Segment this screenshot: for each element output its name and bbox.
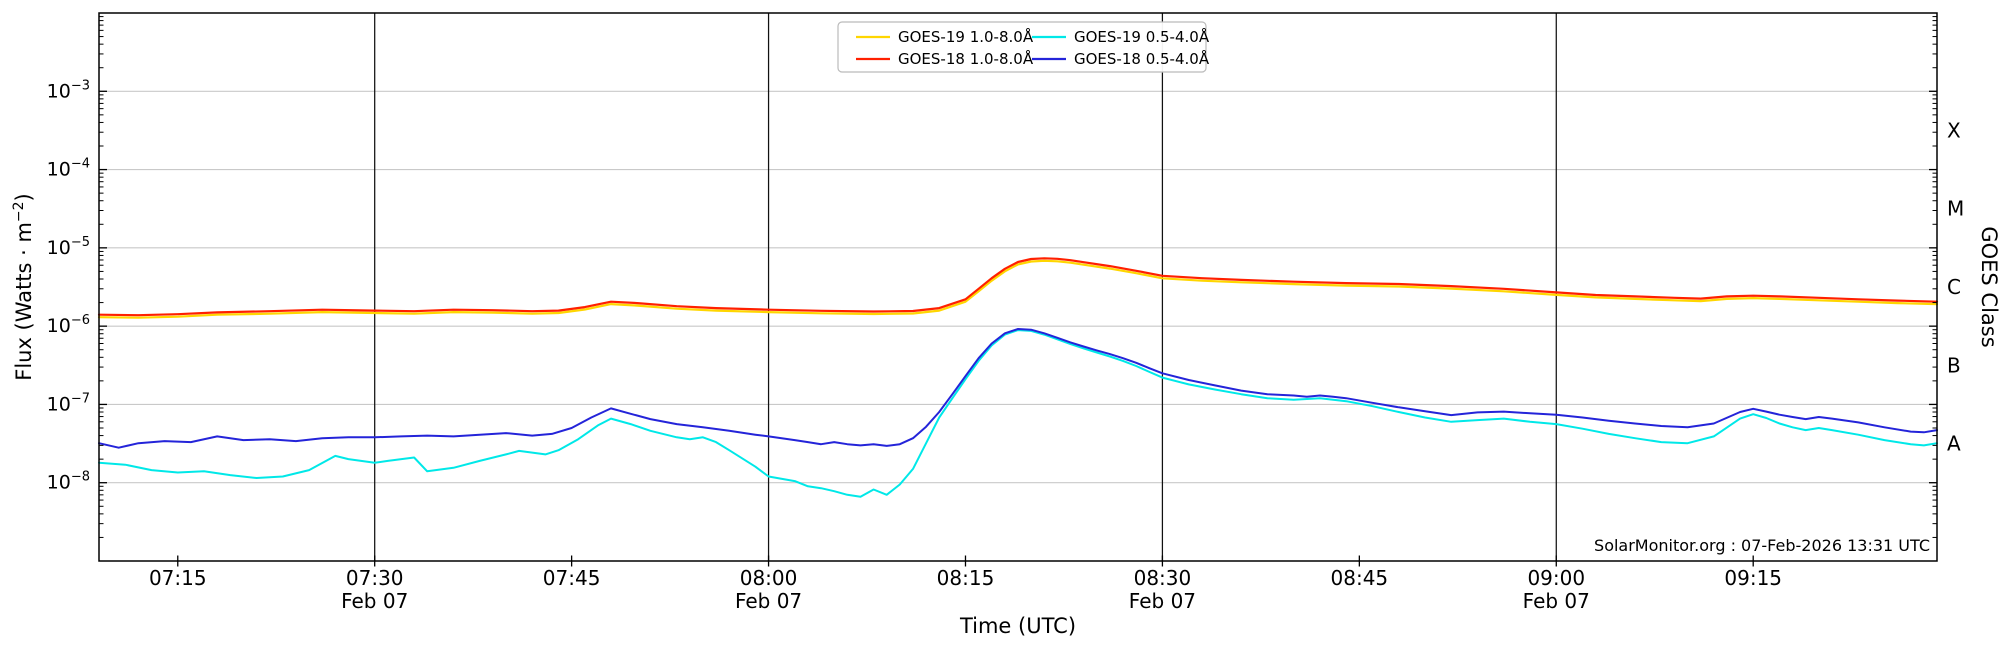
x-tick-label: 09:00: [1527, 566, 1585, 590]
day-separator-lines: [374, 13, 1557, 561]
goes-class-c: C: [1947, 275, 1961, 299]
series-goes-19-1-0-8-0-: [97, 259, 1939, 319]
x-axis-label: Time (UTC): [959, 614, 1077, 638]
solarmonitor-timestamp: SolarMonitor.org : 07-Feb-2026 13:31 UTC: [1594, 536, 1930, 555]
y-tick-label: 10−3: [47, 78, 90, 102]
x-tick-label: 07:30: [346, 566, 404, 590]
y-tick-label: 10−7: [47, 391, 90, 415]
goes-class-a: A: [1947, 432, 1961, 456]
y-axis-label: Flux (Watts · m−2): [11, 193, 36, 381]
y-tick-label: 10−8: [47, 470, 90, 494]
legend: GOES-19 1.0-8.0Å GOES-18 1.0-8.0Å GOES-19 …: [837, 21, 1210, 73]
goes-class-b: B: [1947, 353, 1961, 377]
x-tick-label: 08:45: [1331, 566, 1389, 590]
legend-label: GOES-19 0.5-4.0Å: [1074, 27, 1210, 46]
x-tick-label: 09:15: [1724, 566, 1782, 590]
x-date-sublabel: Feb 07: [1523, 589, 1590, 613]
plot-border: [98, 12, 1938, 562]
x-tick-label: 07:45: [543, 566, 601, 590]
series-goes-18-0-5-4-0-: [98, 328, 1938, 449]
axis-ticks: [99, 16, 1937, 567]
goes-class-x: X: [1947, 118, 1961, 142]
y-tick-label: 10−5: [47, 235, 90, 259]
x-tick-label: 08:15: [937, 566, 995, 590]
series-goes-18-1-0-8-0-: [97, 257, 1939, 317]
series-goes-19-0-5-4-0-: [98, 329, 1938, 498]
legend-item: GOES-19 0.5-4.0Å: [1032, 27, 1210, 46]
goes-class-letters: X M C B A: [1947, 118, 1964, 455]
legend-box: [837, 21, 1207, 73]
x-date-sublabel: Feb 07: [735, 589, 802, 613]
y-tick-label: 10−6: [47, 313, 90, 337]
legend-item: GOES-19 1.0-8.0Å: [856, 27, 1034, 46]
right-axis-label: GOES Class: [1977, 226, 2000, 347]
legend-item: GOES-18 1.0-8.0Å: [856, 49, 1034, 68]
x-tick-label: 07:15: [149, 566, 207, 590]
goes-class-m: M: [1947, 197, 1964, 221]
x-date-sublabel: Feb 07: [341, 589, 408, 613]
x-tick-label: 08:00: [740, 566, 798, 590]
x-date-sublabel: Feb 07: [1129, 589, 1196, 613]
x-tick-label: 08:30: [1134, 566, 1192, 590]
series-lines: [97, 257, 1939, 498]
gridlines: [99, 90, 1937, 484]
legend-label: GOES-18 0.5-4.0Å: [1074, 49, 1210, 68]
legend-item: GOES-18 0.5-4.0Å: [1032, 49, 1210, 68]
y-tick-label: 10−4: [47, 157, 90, 181]
legend-label: GOES-18 1.0-8.0Å: [898, 49, 1034, 68]
y-tick-labels: 10−3 10−4 10−5 10−6 10−7 10−8: [47, 78, 90, 493]
legend-label: GOES-19 1.0-8.0Å: [898, 27, 1034, 46]
